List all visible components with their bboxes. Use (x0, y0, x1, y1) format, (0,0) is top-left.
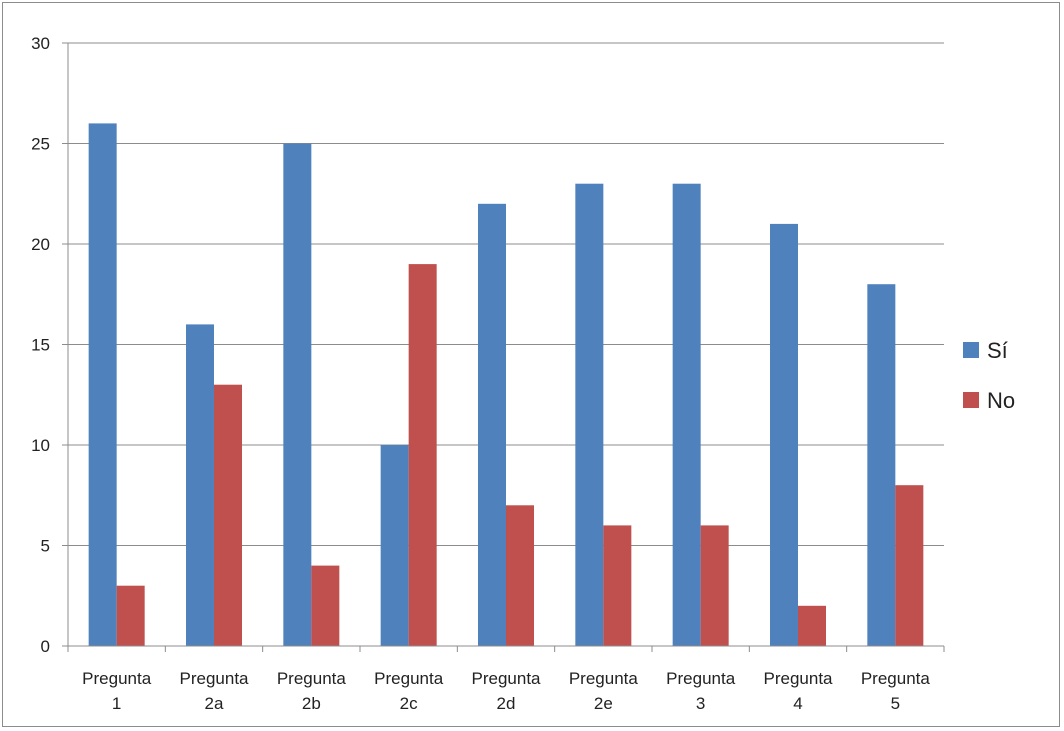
bar-si (478, 203, 506, 647)
bar-no (798, 605, 826, 646)
x-axis: Pregunta 1 Pregunta 2a Pregunta 2b Pregunta 2c P… (67, 645, 945, 713)
x-tick-label: 2e (594, 694, 613, 713)
y-tick-label: 20 (31, 235, 50, 254)
y-axis: 0 5 10 15 20 25 30 (31, 34, 69, 656)
bar-no (506, 505, 534, 646)
y-tick-label: 0 (41, 637, 50, 656)
x-tick-label: 4 (793, 694, 802, 713)
y-tick-label: 10 (31, 436, 50, 455)
legend-swatch (963, 392, 979, 408)
x-tick-label: Pregunta (569, 669, 639, 688)
y-tick-label: 30 (31, 34, 50, 53)
bar-si (575, 183, 604, 646)
bar-no (214, 384, 242, 646)
x-tick-label: 2a (205, 694, 224, 713)
legend-swatch (963, 342, 979, 358)
bar-si (186, 324, 214, 646)
bar-si (380, 445, 409, 646)
bar-no (408, 264, 437, 646)
x-tick-label: 2d (497, 694, 516, 713)
x-tick-label: 2c (400, 694, 418, 713)
legend: Sí No (963, 338, 1015, 413)
bar-si (283, 143, 312, 646)
bar-no (603, 525, 632, 646)
y-tick-label: 25 (31, 135, 50, 154)
x-tick-label: Pregunta (277, 669, 347, 688)
bars (88, 123, 924, 647)
x-tick-label: Pregunta (861, 669, 931, 688)
bar-no (700, 525, 729, 646)
x-tick-label: Pregunta (472, 669, 542, 688)
x-tick-label: 3 (696, 694, 705, 713)
x-tick-label: 5 (891, 694, 900, 713)
x-tick-label: 1 (112, 694, 121, 713)
bar-si (672, 183, 701, 646)
y-tick-label: 15 (31, 336, 50, 355)
bar-si (770, 223, 798, 646)
bar-si (88, 123, 117, 646)
x-tick-label: Pregunta (82, 669, 152, 688)
x-tick-label: Pregunta (374, 669, 444, 688)
legend-label: No (987, 388, 1015, 413)
x-tick-label: Pregunta (180, 669, 250, 688)
x-tick-label: Pregunta (764, 669, 834, 688)
x-tick-label: Pregunta (666, 669, 736, 688)
legend-label: Sí (987, 338, 1008, 363)
bar-no (311, 565, 340, 646)
y-tick-label: 5 (41, 537, 50, 556)
bar-si (867, 284, 896, 646)
x-tick-label: 2b (302, 694, 321, 713)
bar-no (895, 485, 924, 646)
bar-no (116, 585, 145, 646)
